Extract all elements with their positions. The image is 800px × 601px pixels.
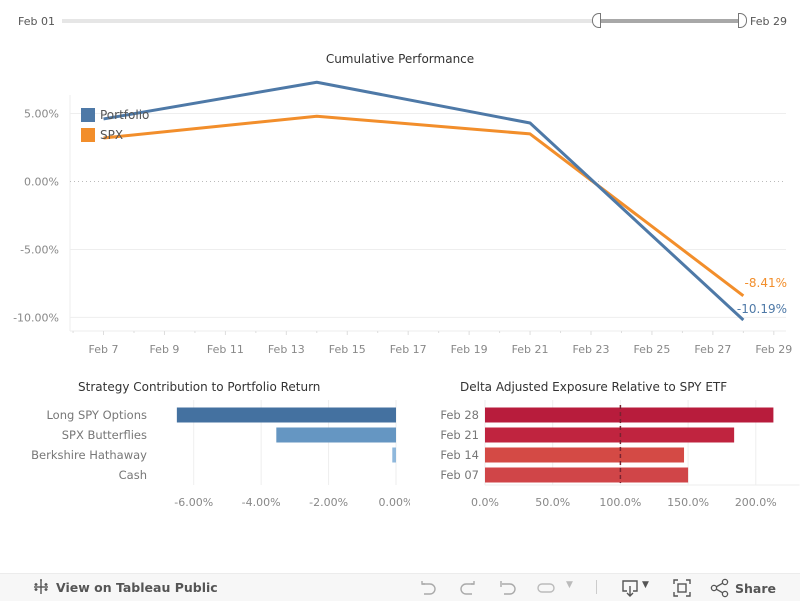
end-label-portfolio: -10.19% <box>737 302 787 316</box>
x-tick-label: Feb 19 <box>451 343 488 356</box>
exposure-bar <box>485 448 684 463</box>
contribution-x-tick-label: -6.00% <box>174 496 213 509</box>
contribution-x-tick-label: -2.00% <box>309 496 348 509</box>
share-button[interactable]: Share <box>710 578 776 598</box>
toolbar-divider <box>596 580 597 594</box>
exposure-x-tick-label: 150.0% <box>667 496 709 509</box>
exposure-bar <box>485 468 688 483</box>
contribution-x-axis: -6.00% -4.00% -2.00% 0.00% <box>174 496 410 509</box>
exposure-category-label: Feb 21 <box>440 428 479 442</box>
revert-icon[interactable] <box>498 579 518 597</box>
y-tick-label: 5.00% <box>24 108 59 121</box>
exposure-category-label: Feb 14 <box>440 448 479 462</box>
x-tick-label: Feb 11 <box>207 343 244 356</box>
x-tick-label: Feb 23 <box>573 343 610 356</box>
view-on-tableau-label: View on Tableau Public <box>56 580 218 595</box>
legend-swatch-portfolio[interactable] <box>81 108 95 122</box>
tableau-logo-icon <box>32 578 50 596</box>
x-tick-label: Feb 27 <box>694 343 731 356</box>
fullscreen-icon[interactable] <box>672 578 692 598</box>
performance-y-axis: 5.00% 0.00% -5.00% -10.00% <box>13 108 59 325</box>
contribution-category-label: Long SPY Options <box>46 408 147 422</box>
x-tick-label: Feb 21 <box>512 343 549 356</box>
contribution-x-tick-label: 0.00% <box>379 496 410 509</box>
contribution-bar <box>276 428 396 443</box>
exposure-category-label: Feb 28 <box>440 408 479 422</box>
download-icon[interactable] <box>620 578 640 598</box>
exposure-x-axis: 0.0% 50.0% 100.0% 150.0% 200.0% <box>471 496 777 509</box>
contribution-category-label: SPX Butterflies <box>62 428 147 442</box>
undo-icon[interactable] <box>418 579 438 597</box>
x-tick-label: Feb 25 <box>633 343 670 356</box>
exposure-category-label: Feb 07 <box>440 468 479 482</box>
legend-swatch-spx[interactable] <box>81 128 95 142</box>
exposure-bars <box>485 408 773 483</box>
y-tick-label: 0.00% <box>24 175 59 188</box>
x-tick-label: Feb 29 <box>755 343 792 356</box>
x-tick-label: Feb 13 <box>268 343 305 356</box>
x-tick-label: Feb 17 <box>390 343 427 356</box>
view-on-tableau-link[interactable]: View on Tableau Public <box>32 578 218 596</box>
end-label-spx: -8.41% <box>745 276 787 290</box>
footer-toolbar: View on Tableau Public ▼ ▼ Share <box>0 573 800 601</box>
contribution-x-tick-label: -4.00% <box>242 496 281 509</box>
y-tick-label: -5.00% <box>20 243 59 256</box>
x-tick-label: Feb 9 <box>149 343 179 356</box>
exposure-x-tick-label: 100.0% <box>599 496 641 509</box>
x-tick-label: Feb 15 <box>329 343 366 356</box>
share-label: Share <box>735 581 776 596</box>
x-tick-label: Feb 7 <box>89 343 119 356</box>
exposure-chart-title: Delta Adjusted Exposure Relative to SPY … <box>460 380 727 394</box>
exposure-bar <box>485 428 734 443</box>
y-tick-label: -10.00% <box>13 311 59 324</box>
exposure-x-tick-label: 200.0% <box>735 496 777 509</box>
contribution-category-label: Berkshire Hathaway <box>31 448 147 462</box>
legend-label-spx[interactable]: SPX <box>100 128 123 142</box>
legend-label-portfolio[interactable]: Portfolio <box>100 108 149 122</box>
exposure-x-tick-label: 0.0% <box>471 496 499 509</box>
exposure-x-tick-label: 50.0% <box>535 496 570 509</box>
exposure-bar <box>485 408 773 423</box>
contribution-category-label: Cash <box>119 468 147 482</box>
legend[interactable]: Portfolio SPX <box>81 108 149 142</box>
download-dropdown-icon[interactable]: ▼ <box>642 580 649 590</box>
redo-icon[interactable] <box>458 579 478 597</box>
series-line-spx <box>104 116 744 296</box>
contribution-bars <box>177 408 396 463</box>
performance-chart: 5.00% 0.00% -5.00% -10.00% Feb 7 Feb 9 Feb 11… <box>0 0 800 370</box>
contribution-categories: Long SPY Options SPX Butterflies Berkshire… <box>31 408 147 482</box>
contribution-bar <box>177 408 396 423</box>
performance-end-labels: -8.41% -10.19% <box>737 276 787 316</box>
contribution-chart-title: Strategy Contribution to Portfolio Retur… <box>78 380 320 394</box>
exposure-categories: Feb 28 Feb 21 Feb 14 Feb 07 <box>440 408 479 482</box>
series-line-portfolio <box>104 82 744 320</box>
contribution-bar <box>392 448 396 463</box>
performance-x-axis: Feb 7 Feb 9 Feb 11 Feb 13 Feb 15 Feb 17 Feb 19… <box>73 331 792 356</box>
share-icon <box>710 578 730 598</box>
refresh-dropdown-icon[interactable]: ▼ <box>566 580 573 590</box>
contribution-chart: Long SPY Options SPX Butterflies Berkshire… <box>0 395 410 515</box>
exposure-chart: Feb 28 Feb 21 Feb 14 Feb 07 0.0% 50.0% 100.0%… <box>410 395 800 515</box>
performance-lines <box>103 82 743 320</box>
refresh-icon[interactable] <box>536 581 558 595</box>
